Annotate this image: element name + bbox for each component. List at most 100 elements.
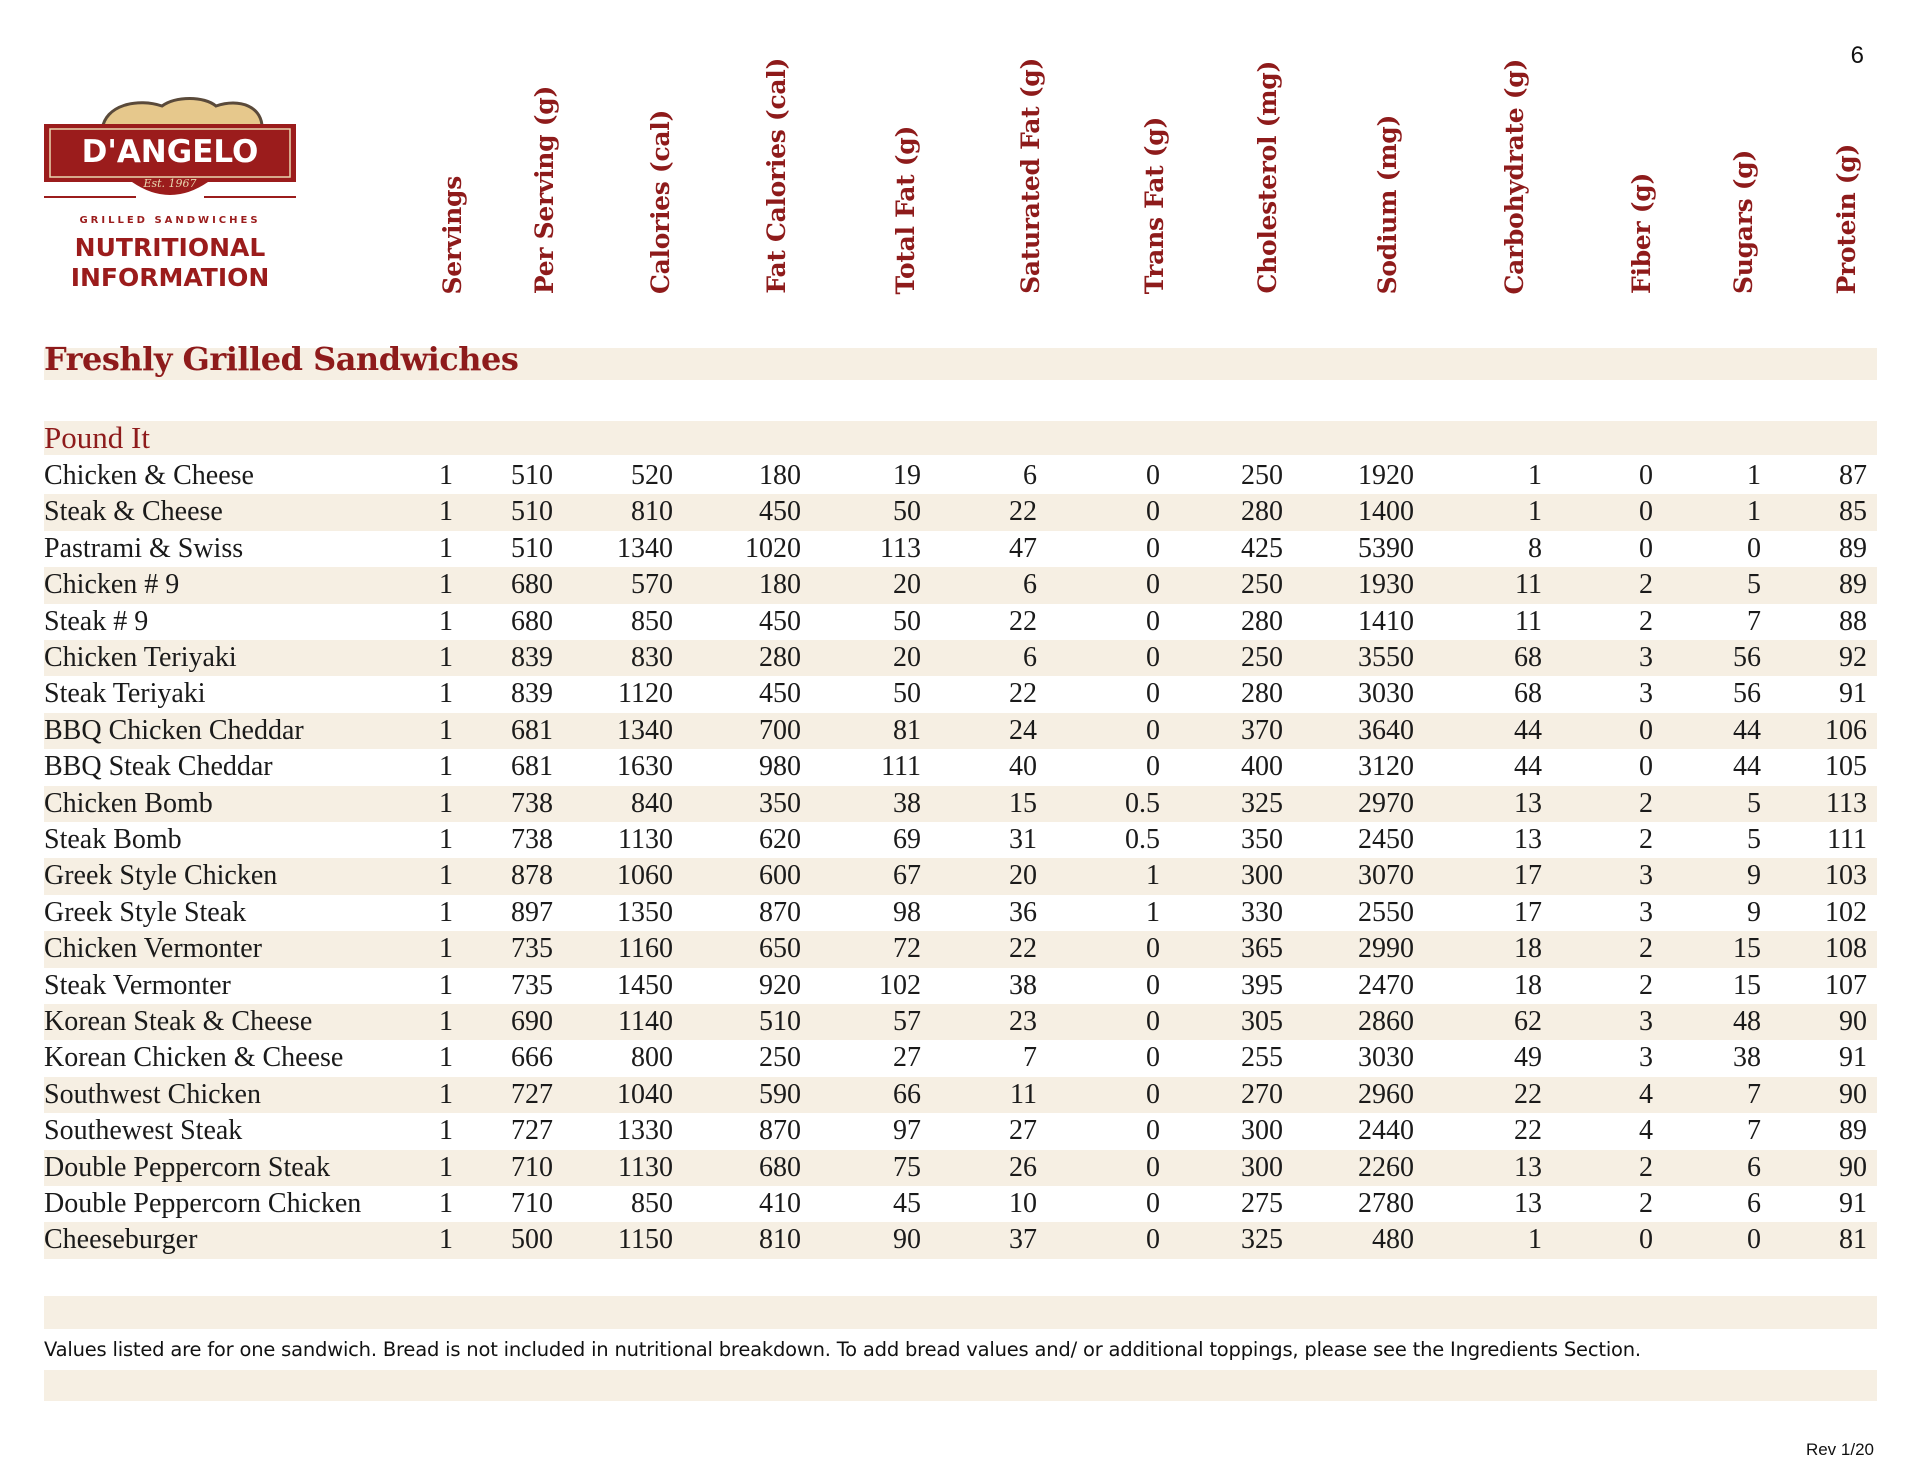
cell-servings: 1	[439, 896, 453, 928]
cell-servings: 1	[439, 969, 453, 1001]
cell-total-fat-g: 67	[893, 860, 921, 892]
cell-sodium-mg: 2470	[1358, 969, 1414, 1001]
cell-sugars-g: 15	[1733, 969, 1761, 1001]
cell-fiber-g: 2	[1639, 605, 1653, 637]
cell-protein-g: 90	[1839, 1006, 1867, 1037]
cell-fiber-g: 2	[1639, 1188, 1653, 1219]
column-header: Sugars (g)	[1729, 150, 1758, 294]
cell-per-serving-g: 735	[511, 969, 553, 1001]
cell-trans-fat-g: 0	[1146, 569, 1160, 601]
cell-servings: 1	[439, 860, 453, 892]
cell-sodium-mg: 2550	[1358, 896, 1414, 928]
revision-label: Rev 1/20	[1805, 1440, 1874, 1459]
cell-total-fat-g: 97	[893, 1115, 921, 1147]
cell-carbohydrate-g: 49	[1514, 1042, 1542, 1074]
cell-sodium-mg: 2450	[1358, 824, 1414, 855]
cell-protein-g: 87	[1839, 460, 1867, 491]
cell-protein-g: 105	[1825, 751, 1867, 783]
dangelo-logo: D'ANGELO Est. 1967 GRILLED SANDWICHES NU…	[44, 97, 296, 292]
cell-per-serving-g: 680	[511, 569, 553, 601]
cell-trans-fat-g: 0	[1146, 605, 1160, 637]
item-name: Chicken # 9	[44, 569, 180, 601]
cell-per-serving-g: 878	[511, 860, 553, 892]
column-header: Fat Calories (cal)	[762, 58, 791, 294]
cell-saturated-fat-g: 15	[1009, 787, 1037, 819]
cell-cholesterol-mg: 330	[1241, 896, 1283, 928]
cell-fat-calories-cal: 450	[759, 496, 801, 528]
item-name: Chicken Vermonter	[44, 933, 262, 965]
table-row: Chicken Vermonter 1 735 1160 650 72 22 0 365 2990…	[44, 931, 1877, 968]
cell-saturated-fat-g: 26	[1009, 1151, 1037, 1183]
subsection-band	[44, 421, 1877, 455]
cell-sodium-mg: 1410	[1358, 605, 1414, 637]
cell-per-serving-g: 680	[511, 605, 553, 637]
cell-sugars-g: 6	[1747, 1188, 1761, 1219]
cell-protein-g: 88	[1839, 605, 1867, 637]
cell-carbohydrate-g: 1	[1528, 1224, 1542, 1256]
column-header: Total Fat (g)	[891, 125, 920, 294]
cell-servings: 1	[439, 1115, 453, 1147]
column-header: Sodium (mg)	[1373, 114, 1402, 294]
cell-total-fat-g: 57	[893, 1006, 921, 1037]
section-title: Freshly Grilled Sandwiches	[44, 340, 519, 378]
cell-trans-fat-g: 1	[1146, 896, 1160, 928]
cell-carbohydrate-g: 17	[1514, 860, 1542, 892]
cell-calories-cal: 1350	[617, 896, 673, 928]
cell-total-fat-g: 38	[893, 787, 921, 819]
cell-saturated-fat-g: 38	[1009, 969, 1037, 1001]
cell-fiber-g: 2	[1639, 933, 1653, 965]
table-row: Korean Steak & Cheese 1 690 1140 510 57 23 0 305…	[44, 1004, 1877, 1041]
cell-calories-cal: 1160	[618, 933, 673, 965]
item-name: Steak Vermonter	[44, 969, 231, 1001]
cell-calories-cal: 1150	[618, 1224, 673, 1256]
cell-cholesterol-mg: 250	[1241, 460, 1283, 491]
cell-calories-cal: 1630	[617, 751, 673, 783]
cell-carbohydrate-g: 13	[1514, 1188, 1542, 1219]
cell-sugars-g: 5	[1747, 569, 1761, 601]
cell-sugars-g: 5	[1747, 824, 1761, 855]
cell-saturated-fat-g: 6	[1023, 569, 1037, 601]
cell-fat-calories-cal: 450	[759, 678, 801, 710]
item-name: BBQ Chicken Cheddar	[44, 714, 304, 746]
cell-sodium-mg: 3030	[1358, 678, 1414, 710]
cell-calories-cal: 1040	[617, 1078, 673, 1110]
cell-carbohydrate-g: 17	[1514, 896, 1542, 928]
cell-per-serving-g: 839	[511, 642, 553, 673]
cell-servings: 1	[439, 1224, 453, 1256]
cell-per-serving-g: 510	[511, 496, 553, 528]
cell-fat-calories-cal: 870	[759, 1115, 801, 1147]
cell-cholesterol-mg: 250	[1241, 642, 1283, 673]
cell-carbohydrate-g: 22	[1514, 1078, 1542, 1110]
cell-servings: 1	[439, 1188, 453, 1219]
cell-carbohydrate-g: 68	[1514, 678, 1542, 710]
table-row: Greek Style Steak 1 897 1350 870 98 36 1 330 2550…	[44, 895, 1877, 931]
cell-fiber-g: 3	[1639, 1042, 1653, 1074]
item-name: Double Peppercorn Chicken	[44, 1188, 362, 1219]
cell-fiber-g: 0	[1639, 751, 1653, 783]
cell-fat-calories-cal: 870	[759, 896, 801, 928]
cell-servings: 1	[439, 1078, 453, 1110]
cell-calories-cal: 1140	[618, 1006, 673, 1037]
cell-cholesterol-mg: 350	[1241, 824, 1283, 855]
column-header: Carbohydrate (g)	[1500, 58, 1529, 294]
cell-calories-cal: 1330	[617, 1115, 673, 1147]
cell-sodium-mg: 3070	[1358, 860, 1414, 892]
cell-trans-fat-g: 0	[1146, 642, 1160, 673]
cell-servings: 1	[439, 496, 453, 528]
cell-carbohydrate-g: 44	[1514, 751, 1542, 783]
cell-trans-fat-g: 0	[1146, 1042, 1160, 1074]
cell-protein-g: 91	[1839, 1188, 1867, 1219]
cell-trans-fat-g: 0	[1146, 1115, 1160, 1147]
table-row: Greek Style Chicken 1 878 1060 600 67 20 1 300 30…	[44, 858, 1877, 895]
cell-fiber-g: 0	[1639, 532, 1653, 564]
cell-sugars-g: 48	[1733, 1006, 1761, 1037]
cell-total-fat-g: 72	[893, 933, 921, 965]
cell-sugars-g: 44	[1733, 714, 1761, 746]
cell-cholesterol-mg: 305	[1241, 1006, 1283, 1037]
cell-saturated-fat-g: 22	[1009, 933, 1037, 965]
cell-trans-fat-g: 1	[1146, 860, 1160, 892]
cell-fat-calories-cal: 250	[759, 1042, 801, 1074]
cell-calories-cal: 830	[631, 642, 673, 673]
table-row: Steak # 9 1 680 850 450 50 22 0 280 1410 11 2 7 88	[44, 604, 1877, 640]
cell-sugars-g: 0	[1747, 1224, 1761, 1256]
